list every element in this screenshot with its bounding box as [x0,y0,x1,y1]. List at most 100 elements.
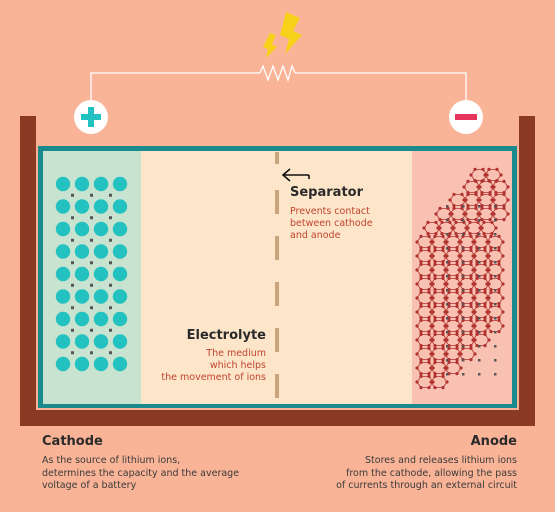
anode-desc-line: of currents through an external circuit [336,480,517,491]
carbon-atom [443,296,447,300]
carbon-atom [483,344,487,348]
lattice-atom [109,238,112,242]
lattice-atom [71,193,74,197]
carbon-atom [487,338,491,342]
carbon-atom [441,374,445,378]
carbon-atom [494,179,498,183]
carbon-atom [427,358,431,362]
carbon-atom [469,316,473,320]
lattice-atom [90,216,93,220]
lattice-atom [109,283,112,287]
carbon-atom [471,282,475,286]
carbon-atom [415,352,419,356]
carbon-atom [469,302,473,306]
lithium-ion [112,334,128,349]
carbon-atom [419,248,423,252]
carbon-atom [497,276,501,280]
carbon-atom [469,346,473,350]
lattice-atom [90,283,93,287]
carbon-atom [502,204,506,208]
carbon-atom [433,358,437,362]
carbon-atom [419,386,423,390]
carbon-atom [469,332,473,336]
carbon-atom [487,167,491,171]
anode-graphite-mesh [415,167,510,390]
carbon-atom [489,304,493,308]
lattice-atom [90,193,93,197]
carbon-atom [448,232,452,236]
carbon-atom [469,276,473,280]
carbon-atom [501,282,505,286]
lithium-ion [74,244,90,259]
carbon-atom [415,324,419,328]
anode-desc-line: Stores and releases lithium ions [365,455,517,466]
cathode-desc-line: determines the capacity and the average [42,467,240,479]
carbon-atom [480,206,484,210]
carbon-atom [469,304,473,308]
carbon-atom [474,204,478,208]
carbon-atom [443,268,447,272]
carbon-atom [441,290,445,294]
container-floor [20,410,535,426]
carbon-atom [490,198,494,202]
carbon-atom [480,204,484,208]
lithium-ion [93,289,109,304]
carbon-atom [483,246,487,250]
carbon-atom [443,282,447,286]
carbon-atom [457,296,461,300]
lattice-atom [71,261,74,265]
lithium-ion [93,266,109,282]
lithium-ion [93,311,109,327]
carbon-atom [489,330,493,334]
carbon-atom [427,262,431,266]
carbon-atom [483,290,487,294]
carbon-atom [441,360,445,364]
carbon-atom [488,179,492,183]
carbon-atom [501,310,505,314]
carbon-atom [433,276,437,280]
carbon-atom [429,282,433,286]
carbon-atom [429,254,433,258]
carbon-atom [501,296,505,300]
intercalated-ion [446,275,449,278]
intercalated-ion [478,219,481,222]
carbon-atom [474,192,478,196]
lattice-atom [109,261,112,265]
carbon-atom [475,246,479,250]
carbon-atom [478,226,482,230]
carbon-atom [441,316,445,320]
carbon-atom [419,360,423,364]
carbon-atom [455,274,459,278]
carbon-atom [429,338,433,342]
carbon-atom [429,366,433,370]
carbon-atom [501,268,505,272]
plus-icon [74,100,108,134]
separator-segment [275,374,279,398]
carbon-atom [459,366,463,370]
carbon-atom [460,192,464,196]
carbon-atom [457,254,461,258]
carbon-atom [502,179,506,183]
intercalated-ion [478,331,481,334]
carbon-atom [419,234,423,238]
carbon-atom [461,276,465,280]
intercalated-ion [478,233,481,236]
carbon-atom [488,204,492,208]
intercalated-ion [494,247,497,250]
intercalated-ion [462,317,465,320]
carbon-atom [469,248,473,252]
intercalated-ion [446,317,449,320]
lattice-atom [90,238,93,242]
lithium-ion [112,199,128,214]
carbon-atom [441,386,445,390]
carbon-atom [457,352,461,356]
carbon-atom [452,192,456,196]
carbon-atom [476,212,480,216]
carbon-atom [475,274,479,278]
carbon-atom [462,220,466,224]
carbon-atom [466,218,470,222]
carbon-atom [469,173,473,177]
lithium-ion [93,334,109,349]
carbon-atom [501,254,505,258]
carbon-atom [429,352,433,356]
